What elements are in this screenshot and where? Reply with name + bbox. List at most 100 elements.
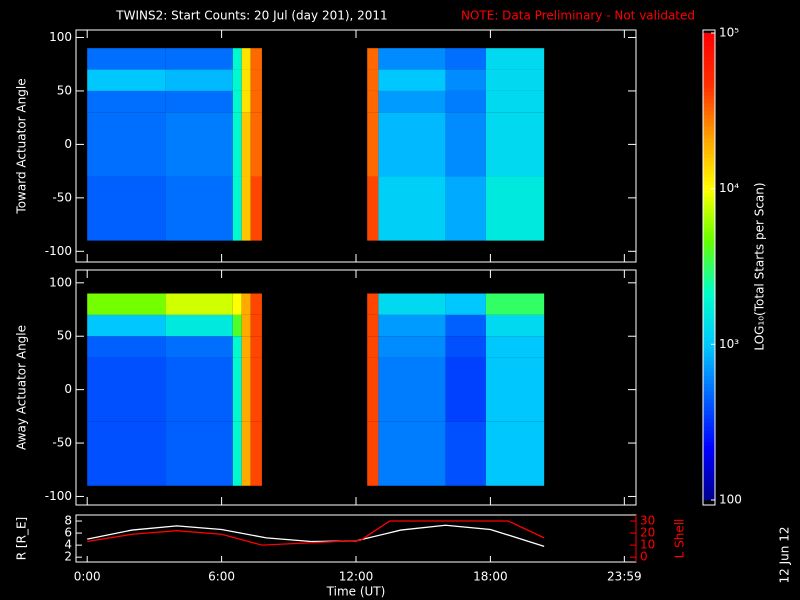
colorbar-step — [703, 359, 715, 365]
colorbar-step — [703, 118, 715, 124]
heat-cell — [367, 336, 379, 358]
colorbar-step — [703, 196, 715, 201]
heat-cell — [241, 357, 251, 422]
colorbar-step — [703, 110, 715, 116]
y2-tick-label: 10 — [640, 538, 655, 552]
colorbar-step — [703, 106, 715, 112]
colorbar-step — [703, 402, 715, 408]
heat-cell — [232, 112, 242, 177]
heat-cell — [241, 69, 251, 91]
colorbar-step — [703, 484, 715, 489]
heat-cell — [378, 357, 446, 422]
y-tick-label: 50 — [57, 329, 72, 343]
heat-cell — [165, 69, 233, 91]
y-axis-label: R [R_E] — [15, 517, 29, 560]
colorbar-step — [703, 192, 715, 197]
heat-cell — [445, 314, 486, 337]
colorbar-step — [703, 134, 715, 139]
colorbar-step — [703, 176, 715, 182]
heat-cell — [445, 336, 486, 358]
colorbar-step — [703, 75, 715, 81]
colorbar-step — [703, 157, 715, 162]
heat-cell — [87, 90, 166, 113]
colorbar-step — [703, 282, 715, 287]
x-tick-label: 0:00 — [74, 570, 101, 584]
heat-cell — [232, 336, 242, 358]
heat-cell — [485, 112, 545, 177]
heat-cell — [250, 69, 262, 91]
colorbar-step — [703, 153, 715, 159]
colorbar-step — [703, 262, 715, 267]
heat-cell — [250, 90, 262, 113]
colorbar-step — [703, 289, 715, 295]
colorbar-step — [703, 149, 715, 155]
colorbar-step — [703, 476, 715, 482]
colorbar-step — [703, 250, 715, 256]
heat-cell — [445, 357, 486, 422]
colorbar-step — [703, 145, 715, 151]
colorbar-step — [703, 340, 715, 345]
heat-cell — [378, 176, 446, 241]
colorbar-step — [703, 445, 715, 450]
heat-cell — [367, 90, 379, 113]
colorbar-label: LOG₁₀(Total Starts per Scan) — [753, 182, 767, 350]
colorbar-step — [703, 293, 715, 299]
heat-cell — [87, 48, 166, 70]
heat-cell — [367, 357, 379, 422]
colorbar-step — [703, 457, 715, 462]
heat-cell — [241, 314, 251, 337]
colorbar-step — [703, 258, 715, 264]
heat-cell — [87, 293, 166, 315]
series-line — [87, 520, 545, 546]
y-tick-label: 0 — [64, 137, 72, 151]
heat-cell — [485, 357, 545, 422]
heat-cell — [378, 336, 446, 358]
heat-cell — [367, 112, 379, 177]
chart-title: TWINS2: Start Counts: 20 Jul (day 201), … — [115, 9, 387, 23]
colorbar-step — [703, 426, 715, 431]
heat-cell — [445, 421, 486, 486]
colorbar-step — [703, 126, 715, 131]
heat-cell — [232, 293, 242, 315]
colorbar-step — [703, 266, 715, 271]
colorbar-tick-label: 100 — [719, 493, 742, 507]
heat-cell — [378, 48, 446, 70]
heat-cell — [165, 48, 233, 70]
heat-cell — [485, 421, 545, 486]
colorbar-step — [703, 208, 715, 213]
heat-cell — [87, 421, 166, 486]
colorbar-step — [703, 103, 715, 108]
colorbar-step — [703, 184, 715, 190]
colorbar-step — [703, 40, 715, 46]
x-tick-label: 6:00 — [208, 570, 235, 584]
colorbar-frame — [702, 29, 716, 506]
colorbar-step — [703, 332, 715, 338]
colorbar-step — [703, 324, 715, 330]
heat-cell — [87, 112, 166, 177]
heat-cell — [165, 336, 233, 358]
heat-cell — [232, 48, 242, 70]
heat-cell — [378, 293, 446, 315]
heat-cell — [250, 421, 262, 486]
heat-cell — [87, 314, 166, 337]
heat-cell — [485, 314, 545, 337]
colorbar-step — [703, 391, 715, 396]
colorbar-step — [703, 219, 715, 225]
colorbar-step — [703, 297, 715, 303]
colorbar-step — [703, 56, 715, 61]
colorbar-step — [703, 344, 715, 349]
heat-cell — [445, 176, 486, 241]
colorbar-step — [703, 130, 715, 135]
heat-cell — [232, 357, 242, 422]
colorbar-step — [703, 122, 715, 127]
colorbar-step — [703, 437, 715, 443]
colorbar-step — [703, 33, 715, 38]
colorbar-step — [703, 91, 715, 96]
heat-cell — [485, 69, 545, 91]
colorbar-step — [703, 418, 715, 423]
colorbar-step — [703, 387, 715, 392]
colorbar-step — [703, 429, 715, 435]
colorbar-step — [703, 231, 715, 236]
y-tick-label: -100 — [45, 244, 72, 258]
heat-cell — [232, 176, 242, 241]
